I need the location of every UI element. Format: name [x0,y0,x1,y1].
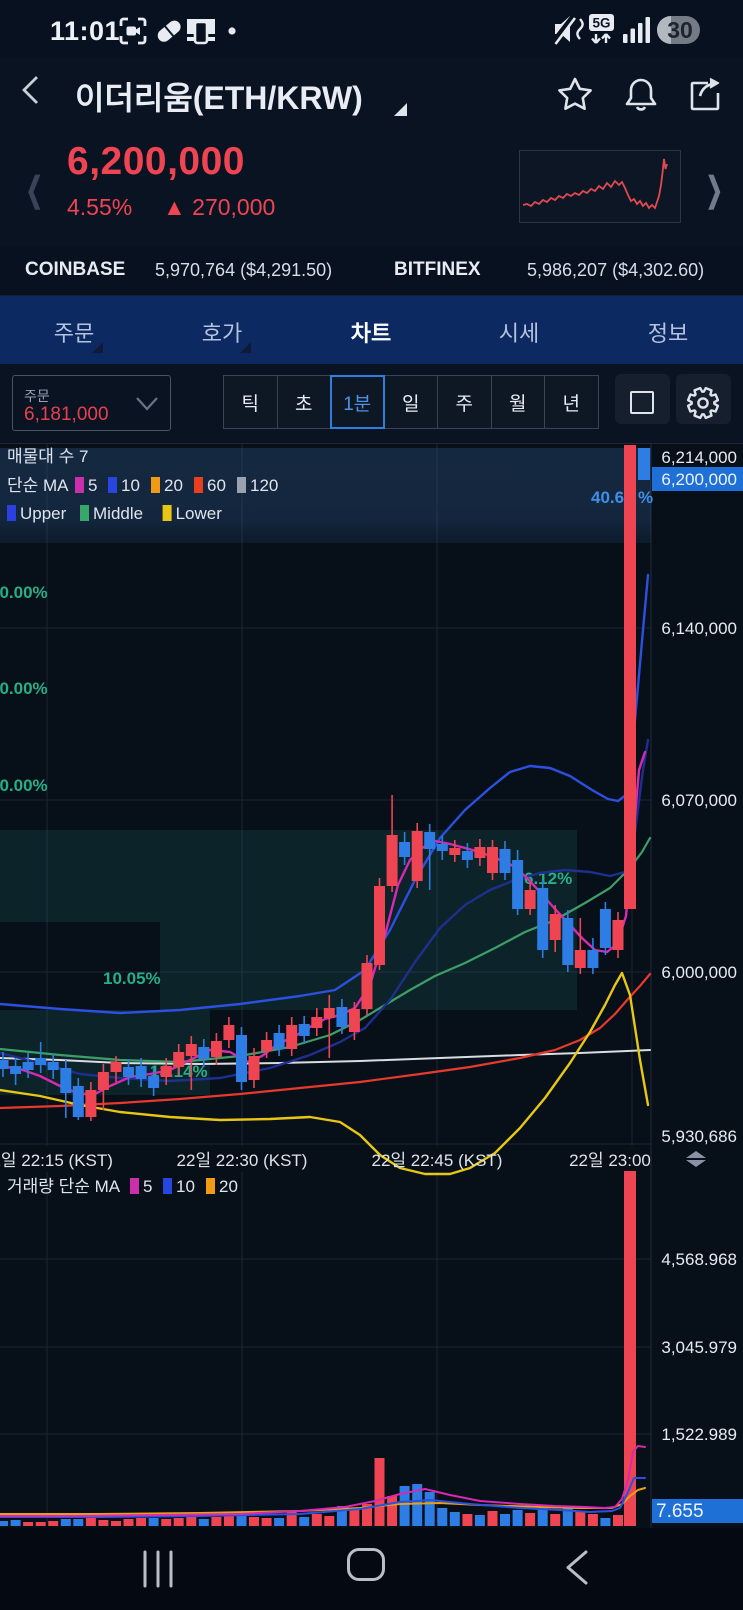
svg-text:6,200,000: 6,200,000 [661,470,737,489]
svg-text:10.00%: 10.00% [0,679,48,698]
svg-text:10.05%: 10.05% [103,969,161,988]
svg-text:Middle: Middle [93,504,143,523]
svg-text:20: 20 [164,476,183,495]
svg-text:10: 10 [121,476,140,495]
svg-text:4,568.968: 4,568.968 [661,1250,737,1269]
svg-text:22일 22:30 (KST): 22일 22:30 (KST) [177,1151,308,1170]
svg-text:10.00%: 10.00% [0,583,48,602]
svg-text:5,930,686: 5,930,686 [661,1127,737,1146]
svg-text:6,000,000: 6,000,000 [661,963,737,982]
svg-text:단순 MA: 단순 MA [7,476,69,495]
svg-text:22일 23:00: 22일 23:00 [569,1151,651,1170]
svg-text:Upper: Upper [20,504,67,523]
svg-text:20: 20 [219,1177,238,1196]
svg-text:5: 5 [88,476,97,495]
svg-text:7.655: 7.655 [656,1501,704,1522]
svg-text:매물대 수 7: 매물대 수 7 [7,447,88,466]
svg-text:30: 30 [667,17,693,43]
svg-text:22일 22:15 (KST): 22일 22:15 (KST) [0,1151,113,1170]
svg-text:3,045.979: 3,045.979 [661,1338,737,1357]
svg-text:1,522.989: 1,522.989 [661,1425,737,1444]
svg-text:60: 60 [207,476,226,495]
svg-text:22일 22:45 (KST): 22일 22:45 (KST) [372,1151,503,1170]
svg-text:6,140,000: 6,140,000 [661,619,737,638]
svg-text:10.00%: 10.00% [0,776,48,795]
svg-text:거래량 단순 MA: 거래량 단순 MA [7,1177,121,1196]
svg-text:5: 5 [143,1177,152,1196]
svg-text:5G: 5G [592,16,610,31]
svg-text:6,214,000: 6,214,000 [661,448,737,467]
svg-text:120: 120 [250,476,278,495]
svg-text:40.6: 40.6 [591,488,624,507]
svg-text:10: 10 [176,1177,195,1196]
svg-text:%: % [638,488,653,507]
svg-text:6,070,000: 6,070,000 [661,791,737,810]
svg-text:Lower: Lower [176,504,223,523]
